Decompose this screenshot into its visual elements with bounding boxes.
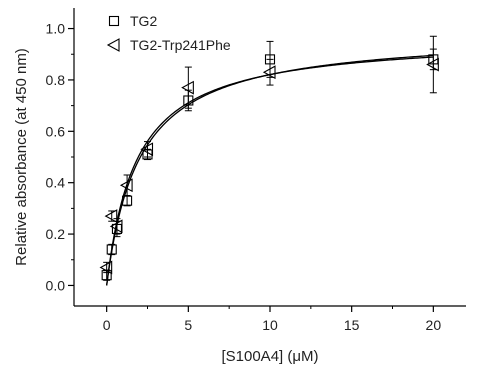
data-point-triangle: [181, 80, 194, 95]
data-point-triangle: [99, 260, 113, 275]
x-axis-title: [S100A4] (μM): [221, 348, 318, 365]
y-tick-label: 0.2: [46, 226, 66, 242]
y-tick-label: 1.0: [46, 21, 66, 37]
error-bars: [103, 35, 437, 281]
legend-label: TG2: [130, 13, 157, 29]
data-point-triangle: [140, 142, 154, 157]
data-point-triangle: [119, 178, 133, 193]
y-tick-label: 0.6: [46, 123, 66, 139]
legend-triangle-marker: [106, 38, 120, 52]
legend-label: TG2-Trp241Phe: [130, 37, 231, 53]
ticks: 0 5 10 15 20 0.0 0.2 0.4 0.6 0.8 1.0: [46, 21, 442, 333]
fit-curve: [106, 56, 434, 286]
fit-curve: [106, 54, 434, 286]
legend: TG2 TG2-Trp241Phe: [106, 13, 231, 53]
fit-curves: [106, 54, 434, 286]
data-point-square: [183, 95, 194, 106]
markers: [99, 54, 439, 281]
x-tick-label: 15: [344, 317, 360, 333]
y-tick-label: 0.8: [46, 72, 66, 88]
y-tick-label: 0.0: [46, 277, 66, 293]
x-tick-label: 20: [426, 317, 442, 333]
y-tick-label: 0.4: [46, 175, 66, 191]
legend-square-marker: [108, 15, 120, 27]
data-point-triangle: [426, 57, 439, 72]
y-axis-title: Relative absorbance (at 450 nm): [13, 48, 30, 266]
x-tick-label: 10: [262, 317, 278, 333]
x-tick-label: 0: [103, 317, 111, 333]
data-point-triangle: [104, 209, 118, 224]
x-tick-label: 5: [184, 317, 192, 333]
data-point-square: [264, 54, 276, 65]
data-point-square: [106, 244, 117, 255]
data-point-triangle: [109, 219, 123, 234]
data-point-triangle: [262, 65, 276, 80]
data-point-square: [122, 195, 133, 206]
